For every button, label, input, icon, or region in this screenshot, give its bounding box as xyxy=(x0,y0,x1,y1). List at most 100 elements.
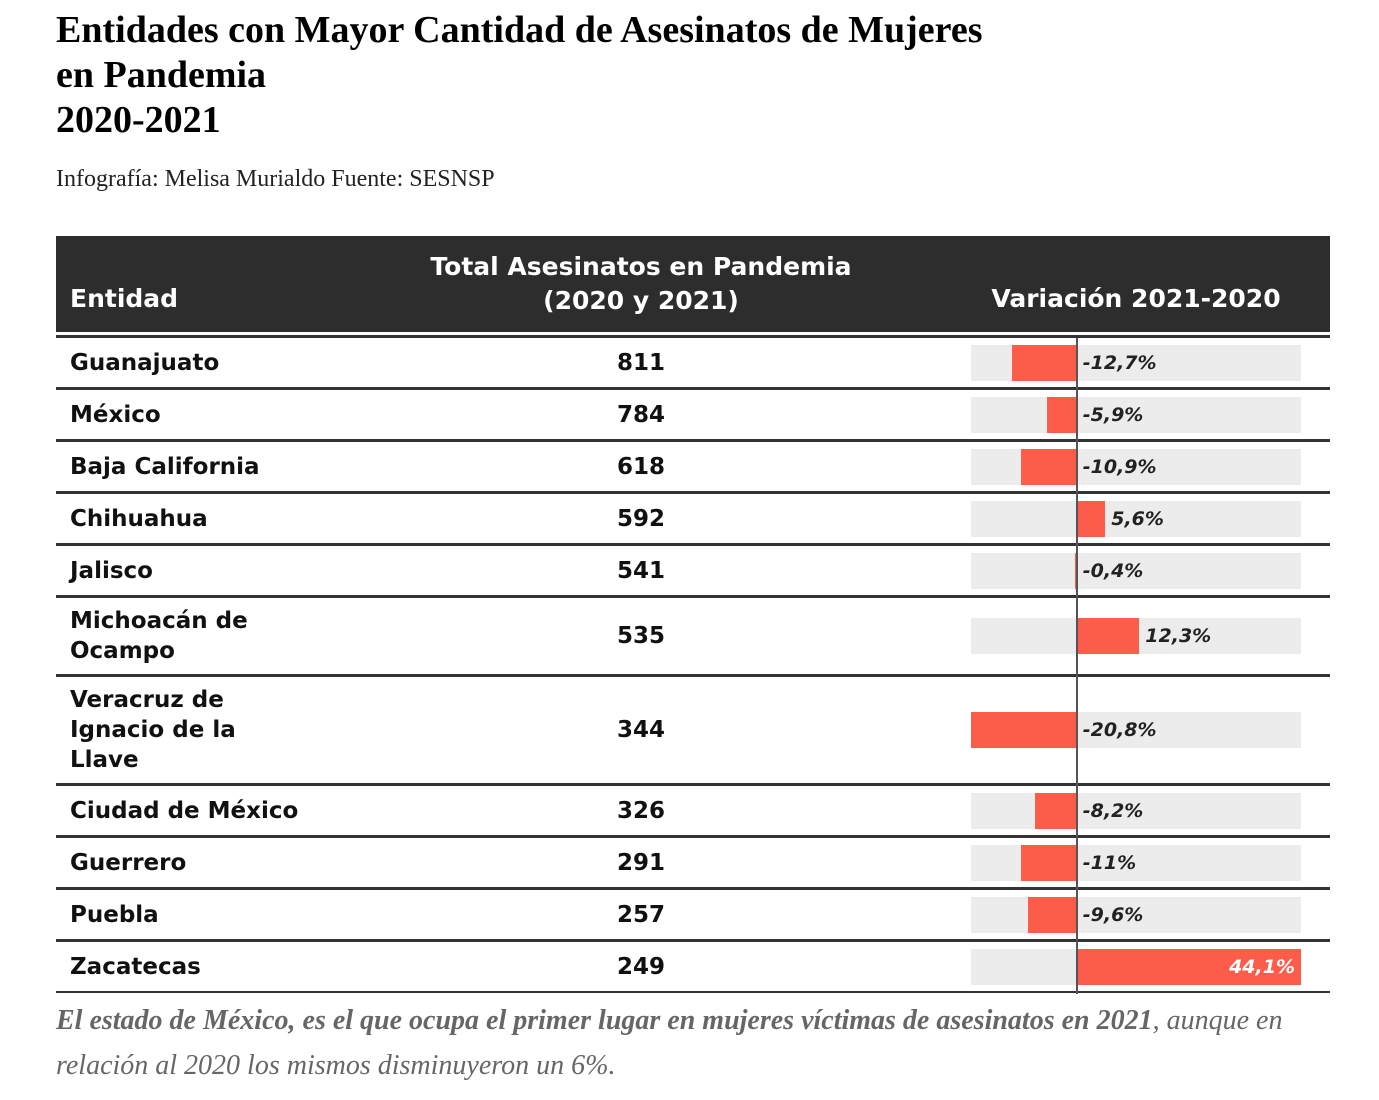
note-bold: El estado de México, es el que ocupa el … xyxy=(56,1005,1153,1036)
bar xyxy=(1021,448,1077,485)
bar xyxy=(1076,618,1140,654)
table-header: Entidad Total Asesinatos en Pandemia (20… xyxy=(56,236,1330,335)
total-value: 291 xyxy=(616,849,665,876)
spacer xyxy=(891,786,971,835)
total-value: 592 xyxy=(616,505,665,532)
table-row: Guanajuato 811 -12,7% xyxy=(56,335,1330,390)
table-row: Chihuahua 592 5,6% xyxy=(56,491,1330,546)
variation-cell: -8,2% xyxy=(971,786,1301,838)
variation-cell: 44,1% xyxy=(971,942,1301,994)
spacer xyxy=(891,546,971,595)
variation-cell: -12,7% xyxy=(971,338,1301,390)
variation-cell: 12,3% xyxy=(971,598,1301,677)
table-row: Puebla 257 -9,6% xyxy=(56,887,1330,942)
value-label: -8,2% xyxy=(1082,799,1144,822)
entity-name: Michoacán de Ocampo xyxy=(70,608,248,664)
bar xyxy=(1076,948,1301,985)
table-row: Veracruz de Ignacio de la Llave 344 -20,8% xyxy=(56,674,1330,786)
zero-line xyxy=(1075,442,1078,494)
entity-name: Puebla xyxy=(70,901,159,928)
value-label: -10,9% xyxy=(1082,455,1157,478)
entity-name: Baja California xyxy=(70,453,260,480)
total-value: 326 xyxy=(616,797,665,824)
bar-track xyxy=(971,500,1301,537)
table-row: México 784 -5,9% xyxy=(56,387,1330,442)
table-row: Guerrero 291 -11% xyxy=(56,835,1330,890)
value-label: 44,1% xyxy=(1229,955,1295,978)
zero-line xyxy=(1075,942,1078,994)
entity-name: Ciudad de México xyxy=(70,797,299,824)
zero-line xyxy=(1075,390,1078,442)
table: Entidad Total Asesinatos en Pandemia (20… xyxy=(56,236,1330,994)
bar xyxy=(1012,344,1077,381)
bar xyxy=(1035,792,1077,829)
bar xyxy=(971,712,1077,748)
zero-line xyxy=(1075,890,1078,942)
total-value: 618 xyxy=(616,453,665,480)
bar xyxy=(1074,552,1077,589)
variation-cell: -0,4% xyxy=(971,546,1301,598)
zero-line xyxy=(1075,338,1078,390)
total-value: 535 xyxy=(616,623,665,649)
bar-track xyxy=(971,396,1301,433)
table-row: Michoacán de Ocampo 535 12,3% xyxy=(56,595,1330,677)
value-label: -20,8% xyxy=(1082,719,1157,741)
total-value: 784 xyxy=(616,401,665,428)
zero-line xyxy=(1075,598,1078,677)
bar xyxy=(1076,500,1106,537)
entity-name: Chihuahua xyxy=(70,505,208,532)
column-header: Total Asesinatos en Pandemia (2020 y 202… xyxy=(430,252,852,315)
total-value: 249 xyxy=(616,953,665,980)
spacer xyxy=(891,338,971,387)
spacer xyxy=(891,442,971,491)
entity-name: Guanajuato xyxy=(70,349,220,376)
bar xyxy=(1027,896,1077,933)
zero-line xyxy=(1075,546,1078,598)
spacer xyxy=(891,390,971,439)
spacer xyxy=(891,838,971,887)
entity-name: México xyxy=(70,401,161,428)
bar xyxy=(1020,844,1077,881)
bar-track xyxy=(971,552,1301,589)
subtitle: Infografía: Melisa Murialdo Fuente: SESN… xyxy=(56,166,495,192)
value-label: -0,4% xyxy=(1082,559,1144,582)
zero-line xyxy=(1075,494,1078,546)
value-label: -11% xyxy=(1082,851,1137,874)
note: El estado de México, es el que ocupa el … xyxy=(56,998,1330,1088)
variation-cell: -5,9% xyxy=(971,390,1301,442)
table-row: Zacatecas 249 44,1% xyxy=(56,939,1330,994)
total-value: 811 xyxy=(616,349,665,376)
column-header: Entidad xyxy=(70,284,179,313)
table-row: Baja California 618 -10,9% xyxy=(56,439,1330,494)
zero-line xyxy=(1075,786,1078,838)
spacer xyxy=(891,890,971,939)
note-text: , aunque en relación al 2020 los mismos … xyxy=(56,1005,1283,1081)
value-label: -5,9% xyxy=(1082,403,1144,426)
value-label: -12,7% xyxy=(1082,351,1157,374)
chart-title: Entidades con Mayor Cantidad de Asesinat… xyxy=(56,9,983,141)
zero-line xyxy=(1075,838,1078,890)
variation-cell: -10,9% xyxy=(971,442,1301,494)
zero-line xyxy=(1075,677,1078,786)
value-label: -9,6% xyxy=(1082,903,1144,926)
spacer xyxy=(891,494,971,543)
variation-cell: 5,6% xyxy=(971,494,1301,546)
spacer xyxy=(891,942,971,991)
spacer xyxy=(891,598,971,674)
total-value: 344 xyxy=(616,717,665,743)
table-row: Ciudad de México 326 -8,2% xyxy=(56,783,1330,838)
table-row: Jalisco 541 -0,4% xyxy=(56,543,1330,598)
entity-name: Jalisco xyxy=(70,557,153,584)
variation-cell: -9,6% xyxy=(971,890,1301,942)
variation-cell: -11% xyxy=(971,838,1301,890)
entity-name: Zacatecas xyxy=(70,953,201,980)
variation-cell: -20,8% xyxy=(971,677,1301,786)
value-label: 5,6% xyxy=(1111,507,1164,530)
entity-name: Veracruz de Ignacio de la Llave xyxy=(70,687,236,773)
bar xyxy=(1046,396,1077,433)
bar-track xyxy=(971,896,1301,933)
total-value: 257 xyxy=(616,901,665,928)
bar-track xyxy=(971,792,1301,829)
spacer xyxy=(891,677,971,783)
